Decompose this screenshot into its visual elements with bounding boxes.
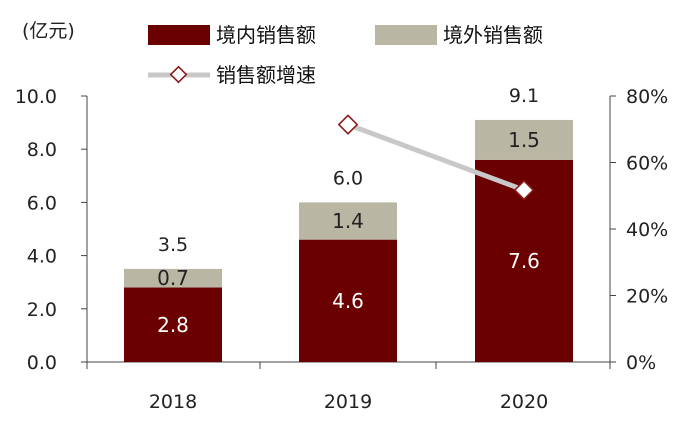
growth-marker: [337, 114, 359, 135]
y-right-tick-label: 40%: [626, 219, 668, 241]
x-tick-label: 2018: [149, 391, 197, 413]
bar-segment-domestic: [124, 287, 222, 362]
bar-segment-overseas: [124, 268, 222, 288]
growth-line: [337, 114, 535, 201]
total-value-label: 9.1: [509, 85, 539, 107]
growth-line-path: [347, 122, 525, 193]
y-right-tick-label: 80%: [626, 86, 668, 108]
x-tick-label: 2020: [500, 391, 548, 413]
segment-value-label: 0.7: [157, 266, 189, 290]
axes: 0.0 2.0 4.0 6.0 8.0 10.0 0% 20% 40% 60% 80% 2018 201…: [15, 86, 669, 413]
bars: [124, 119, 573, 362]
y-right-tick-label: 0%: [626, 352, 656, 374]
segment-value-label: 1.5: [508, 128, 540, 152]
bar-segment-domestic: [299, 239, 397, 362]
y-left-tick-label: 8.0: [27, 139, 57, 161]
left-axis-unit: (亿元): [22, 20, 75, 42]
legend-swatch-overseas: [375, 25, 437, 45]
bar-labels: 2.8 0.7 3.5 4.6 1.4 6.0 7.6 1.5 9.1: [157, 85, 540, 337]
segment-value-label: 4.6: [332, 289, 364, 313]
y-right-tick-label: 20%: [626, 286, 668, 308]
bar-segment-overseas: [475, 119, 573, 160]
y-left-tick-label: 10.0: [15, 86, 57, 108]
legend-marker-growth: [169, 65, 188, 84]
y-left-tick-label: 6.0: [27, 192, 57, 214]
legend-label-overseas: 境外销售额: [443, 23, 543, 47]
bar-segment-overseas: [299, 202, 397, 240]
segment-value-label: 2.8: [157, 313, 189, 337]
legend-label-domestic: 境内销售额: [216, 23, 316, 47]
segment-value-label: 7.6: [508, 249, 540, 273]
y-left-tick-label: 4.0: [27, 246, 57, 268]
y-left-tick-label: 2.0: [27, 299, 57, 321]
total-value-label: 6.0: [333, 167, 363, 189]
legend: 境内销售额 境外销售额 销售额增速: [148, 23, 543, 87]
y-left-tick-label: 0.0: [27, 352, 57, 374]
legend-swatch-domestic: [148, 25, 210, 45]
growth-marker: [513, 179, 535, 201]
legend-label-growth: 销售额增速: [216, 63, 316, 87]
segment-value-label: 1.4: [332, 209, 364, 233]
total-value-label: 3.5: [158, 234, 188, 256]
x-tick-label: 2019: [324, 391, 372, 413]
y-right-tick-label: 60%: [626, 153, 668, 175]
